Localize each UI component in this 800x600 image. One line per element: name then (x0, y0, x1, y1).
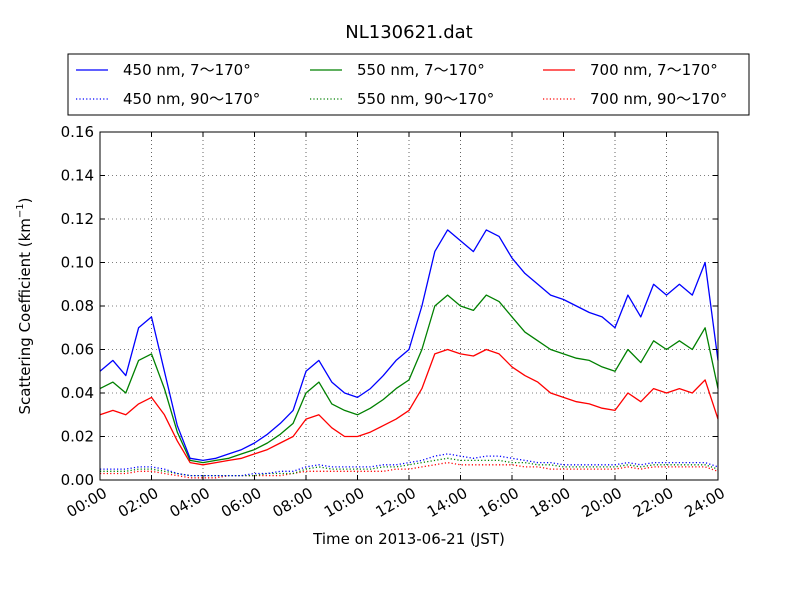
series-line-2 (99, 294, 719, 464)
y-tick-label: 0.14 (61, 167, 94, 185)
series-line-5 (100, 461, 719, 479)
legend-label: 700 nm, 90～170° (590, 90, 727, 108)
series-line-4 (99, 348, 719, 466)
legend-item: 450 nm, 7～170° (76, 61, 251, 79)
chart-title: NL130621.dat (345, 22, 472, 43)
legend-label: 450 nm, 90～170° (123, 90, 260, 108)
y-axis-label-close: ) (16, 197, 34, 203)
series-line-0 (99, 229, 719, 462)
y-axis-label-main: Scattering Coefficient (km (16, 218, 34, 414)
legend-item: 550 nm, 90～170° (310, 90, 494, 108)
legend-label: 700 nm, 7～170° (590, 61, 718, 79)
legend: 450 nm, 7～170° 550 nm, 7～170° 700 nm, 7～17… (67, 53, 750, 116)
legend-item: 700 nm, 90～170° (543, 90, 727, 108)
y-tick-label: 0.10 (61, 254, 94, 272)
y-tick-label: 0.06 (61, 341, 94, 359)
y-tick-label: 0.16 (61, 123, 94, 141)
legend-label: 450 nm, 7～170° (123, 61, 251, 79)
y-tick-label: 0.08 (61, 297, 94, 315)
legend-frame (67, 53, 750, 116)
y-axis-label-superscript: −1 (15, 203, 26, 218)
x-axis-label: Time on 2013-06-21 (JST) (312, 530, 505, 548)
legend-label: 550 nm, 90～170° (357, 90, 494, 108)
legend-label: 550 nm, 7～170° (357, 61, 485, 79)
y-tick-label: 0.00 (61, 471, 94, 489)
legend-item: 700 nm, 7～170° (543, 61, 718, 79)
series-layer (99, 229, 719, 479)
y-tick-label: 0.04 (61, 384, 94, 402)
y-axis-label: Scattering Coefficient (km−1) (15, 197, 34, 414)
series-line-1 (100, 453, 719, 477)
y-tick-label: 0.02 (61, 428, 94, 446)
legend-item: 450 nm, 90～170° (76, 90, 260, 108)
legend-item: 550 nm, 7～170° (310, 61, 485, 79)
y-tick-label: 0.12 (61, 210, 94, 228)
